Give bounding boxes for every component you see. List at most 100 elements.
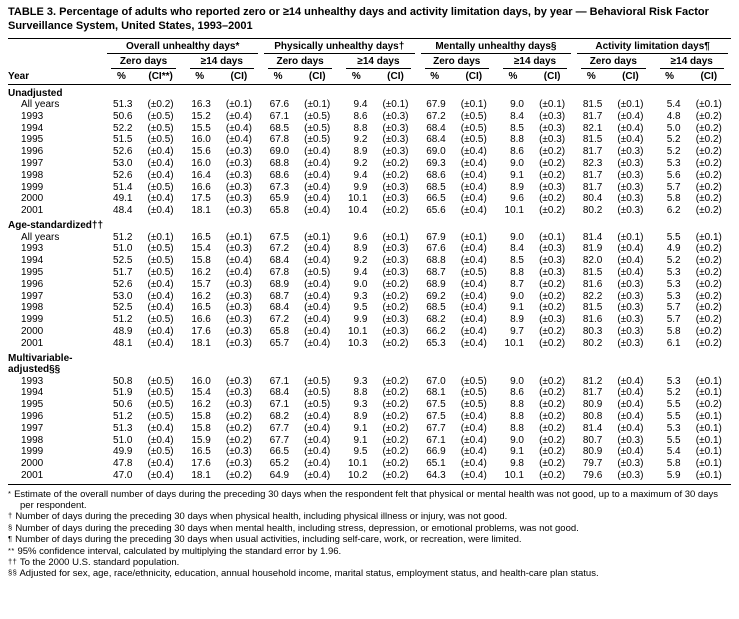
pct-value: 52.6	[113, 169, 133, 181]
ci-value: (±0.4)	[147, 169, 174, 181]
footnote-marker: **	[8, 545, 15, 555]
pct-value: 80.9	[582, 446, 603, 458]
ci-value: (±0.2)	[539, 302, 566, 314]
pct-value: 9.1	[510, 446, 524, 458]
pct-value: 5.2	[666, 146, 681, 158]
table-title: TABLE 3. Percentage of adults who report…	[8, 6, 709, 33]
pct-value: 68.4	[269, 255, 290, 267]
subgroup-overall-14: ≥14 days	[183, 54, 261, 69]
ci-value: (±0.4)	[304, 434, 331, 446]
subgroup-mental-14: ≥14 days	[496, 54, 574, 69]
ci-value: (±0.3)	[382, 314, 409, 326]
table-row: All years 51.2 (±0.1) 16.5 (±0.1) 67.5 (±0.1) 9…	[8, 232, 731, 244]
ci-value: (±0.1)	[695, 410, 722, 422]
pct-value: 8.5	[510, 122, 524, 134]
ci-value: (±0.5)	[304, 399, 331, 411]
ci-value: (±0.1)	[617, 231, 644, 243]
pct-value: 5.4	[666, 446, 681, 458]
ci-value: (±0.2)	[539, 446, 566, 458]
ci-value: (±0.3)	[617, 337, 644, 349]
footnote-marker: ¶	[8, 534, 13, 544]
ci-value: (±0.5)	[147, 399, 174, 411]
pct-value: 8.8	[510, 422, 524, 434]
ci-value: (±0.5)	[304, 110, 331, 122]
table-row: 1998 52.6 (±0.4) 16.4 (±0.3) 68.6 (±0.4) 9.4 (±0…	[8, 170, 731, 182]
pct-value: 9.5	[353, 446, 368, 458]
ci-value: (±0.3)	[225, 302, 252, 314]
ci-value: (±0.2)	[695, 146, 722, 158]
footnotes: * Estimate of the overall number of days…	[8, 489, 731, 580]
ci-value: (±0.4)	[617, 255, 644, 267]
ci-value: (±0.1)	[695, 387, 722, 399]
ci-value: (±0.1)	[382, 99, 409, 111]
table-row: 1996 51.2 (±0.5) 15.8 (±0.2) 68.2 (±0.4) 8.9 (±0…	[8, 411, 731, 423]
pct-value: 81.4	[582, 231, 603, 243]
ci-value: (±0.4)	[304, 255, 331, 267]
table-row: 1993 51.0 (±0.5) 15.4 (±0.3) 67.2 (±0.4) 8.9 (±0…	[8, 243, 731, 255]
ci-value: (±0.2)	[530, 469, 575, 485]
pct-value: 15.9	[191, 434, 211, 446]
ci-value: (±0.4)	[617, 446, 644, 458]
ci-value: (±0.4)	[304, 337, 331, 349]
pct-value: 16.0	[191, 158, 211, 170]
footnote-text: Adjusted for sex, age, race/ethnicity, e…	[19, 568, 599, 580]
ci-value: (±0.3)	[225, 446, 252, 458]
ci-value: (±0.5)	[147, 134, 174, 146]
ci-value: (±0.4)	[304, 193, 331, 205]
row-year: 2000	[21, 458, 44, 470]
pct-value: 81.5	[582, 302, 603, 314]
pct-value: 79.6	[574, 469, 609, 485]
section-header-row: Multivariable-adjusted§§	[8, 350, 731, 376]
ci-value: (±0.3)	[382, 243, 409, 255]
ci-value: (±0.3)	[225, 337, 252, 349]
row-year: 1999	[21, 446, 44, 458]
ci-value: (±0.5)	[460, 134, 487, 146]
ci-value: (±0.2)	[695, 290, 722, 302]
ci-value: (±0.4)	[304, 314, 331, 326]
pct-value: 51.4	[113, 181, 133, 193]
pct-value: 67.2	[269, 314, 290, 326]
pct-value: 5.5	[666, 434, 681, 446]
ci-value: (±0.3)	[382, 266, 409, 278]
ci-value: (±0.1)	[304, 99, 331, 111]
pct-value: 17.6	[191, 325, 211, 337]
pct-value: 80.4	[582, 193, 603, 205]
pct-value: 8.9	[353, 243, 368, 255]
ci-value: (±0.4)	[460, 181, 487, 193]
pct-value: 9.8	[510, 458, 524, 470]
col-group-activity-label: Activity limitation days¶	[577, 39, 728, 54]
ci-value: (±0.2)	[382, 375, 409, 387]
pct-value: 81.7	[582, 169, 603, 181]
pct-value: 15.2	[191, 110, 211, 122]
pct-value: 9.1	[510, 169, 524, 181]
ci-value: (±0.3)	[539, 122, 566, 134]
pct-value: 5.7	[666, 302, 681, 314]
ci-value: (±0.4)	[617, 134, 644, 146]
ci-value: (±0.4)	[460, 255, 487, 267]
pct-value: 69.0	[269, 146, 290, 158]
ci-value: (±0.3)	[617, 146, 644, 158]
ci-value: (±0.5)	[147, 110, 174, 122]
ci-value: (±0.2)	[539, 399, 566, 411]
ci-value: (±0.2)	[695, 399, 722, 411]
pct-value: 65.2	[269, 458, 290, 470]
pct-value: 52.6	[113, 146, 133, 158]
ci-value: (±0.4)	[617, 122, 644, 134]
pct-value: 8.8	[353, 122, 368, 134]
ci-value: (±0.2)	[539, 422, 566, 434]
pct-value: 9.0	[510, 434, 524, 446]
pct-value: 69.2	[426, 290, 446, 302]
ci-value: (±0.4)	[304, 325, 331, 337]
pct-header: %	[182, 68, 217, 85]
ci-value: (±0.4)	[460, 337, 487, 349]
footnote: * Estimate of the overall number of days…	[8, 489, 731, 512]
ci-value: (±0.3)	[539, 314, 566, 326]
row-year: 1997	[21, 158, 44, 170]
pct-value: 10.1	[495, 469, 530, 485]
ci-value: (±0.4)	[147, 458, 174, 470]
pct-value: 8.8	[510, 134, 524, 146]
table-row: 1999 49.9 (±0.5) 16.5 (±0.3) 66.5 (±0.4) 9.5 (±0…	[8, 446, 731, 458]
pct-value: 17.6	[191, 458, 211, 470]
ci-value: (±0.4)	[147, 325, 174, 337]
pct-value: 68.9	[269, 278, 290, 290]
